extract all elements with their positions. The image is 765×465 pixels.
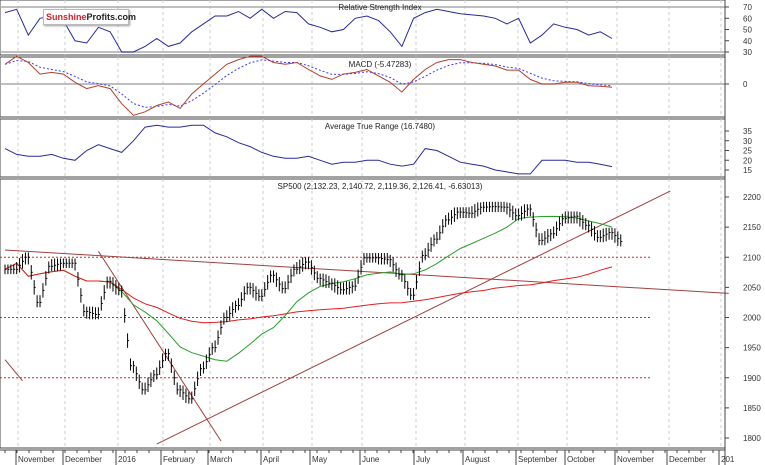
- x-tick-label: July: [416, 455, 430, 464]
- x-tick-label: November: [18, 455, 55, 464]
- x-tick-label: 201: [721, 455, 735, 464]
- logo-part1: Sunshine: [46, 12, 87, 22]
- y-tick-label: 2150: [743, 223, 761, 232]
- x-tick-label: June: [362, 455, 380, 464]
- panel-title: Relative Strength Index: [338, 3, 421, 12]
- x-tick-label: April: [263, 455, 279, 464]
- panel-title: SP500 (2,132.23, 2,140.72, 2,119.36, 2,1…: [278, 182, 483, 191]
- y-tick-label: 50: [743, 26, 752, 35]
- y-tick-label: 40: [743, 37, 752, 46]
- y-tick-label: 30: [743, 48, 752, 57]
- trendline: [156, 190, 671, 445]
- atr-line: [4, 124, 613, 175]
- y-tick-label: 1850: [743, 404, 761, 413]
- y-tick-label: 2000: [743, 314, 761, 323]
- y-tick-label: 2100: [743, 253, 761, 262]
- macd-signal-line: [4, 59, 613, 108]
- y-tick-label: 2050: [743, 283, 761, 292]
- y-tick-label: 1800: [743, 434, 761, 443]
- panel-title: Average True Range (16.7480): [325, 122, 435, 131]
- y-tick-label: 60: [743, 14, 752, 23]
- logo-part2: Profits.com: [86, 12, 137, 22]
- y-tick-label: 1900: [743, 374, 761, 383]
- panel-title: MACD (-5.47283): [349, 60, 412, 69]
- x-tick-label: December: [65, 455, 102, 464]
- x-tick-label: 2016: [118, 455, 136, 464]
- rsi-line: [4, 8, 613, 53]
- x-tick-label: May: [312, 455, 327, 464]
- x-tick-label: October: [567, 455, 596, 464]
- sunshine-profits-logo: SunshineProfits.com: [43, 9, 136, 25]
- trendline: [97, 250, 222, 442]
- x-tick-label: September: [518, 455, 557, 464]
- y-tick-label: 35: [743, 127, 752, 136]
- y-tick-label: 0: [743, 80, 748, 89]
- x-tick-label: August: [465, 455, 491, 464]
- y-tick-label: 30: [743, 137, 752, 146]
- macd-line: [4, 55, 613, 116]
- moving-average-long: [4, 262, 613, 324]
- x-tick-label: February: [163, 455, 195, 464]
- y-tick-label: 15: [743, 166, 752, 175]
- trendline: [4, 359, 23, 382]
- x-tick-label: March: [210, 455, 232, 464]
- y-tick-label: 1950: [743, 344, 761, 353]
- y-tick-label: 70: [743, 3, 752, 12]
- x-tick-label: December: [669, 455, 706, 464]
- y-tick-label: 2200: [743, 193, 761, 202]
- y-tick-label: 25: [743, 147, 752, 156]
- x-tick-label: November: [617, 455, 654, 464]
- y-tick-label: 20: [743, 156, 752, 165]
- trendline: [4, 249, 729, 294]
